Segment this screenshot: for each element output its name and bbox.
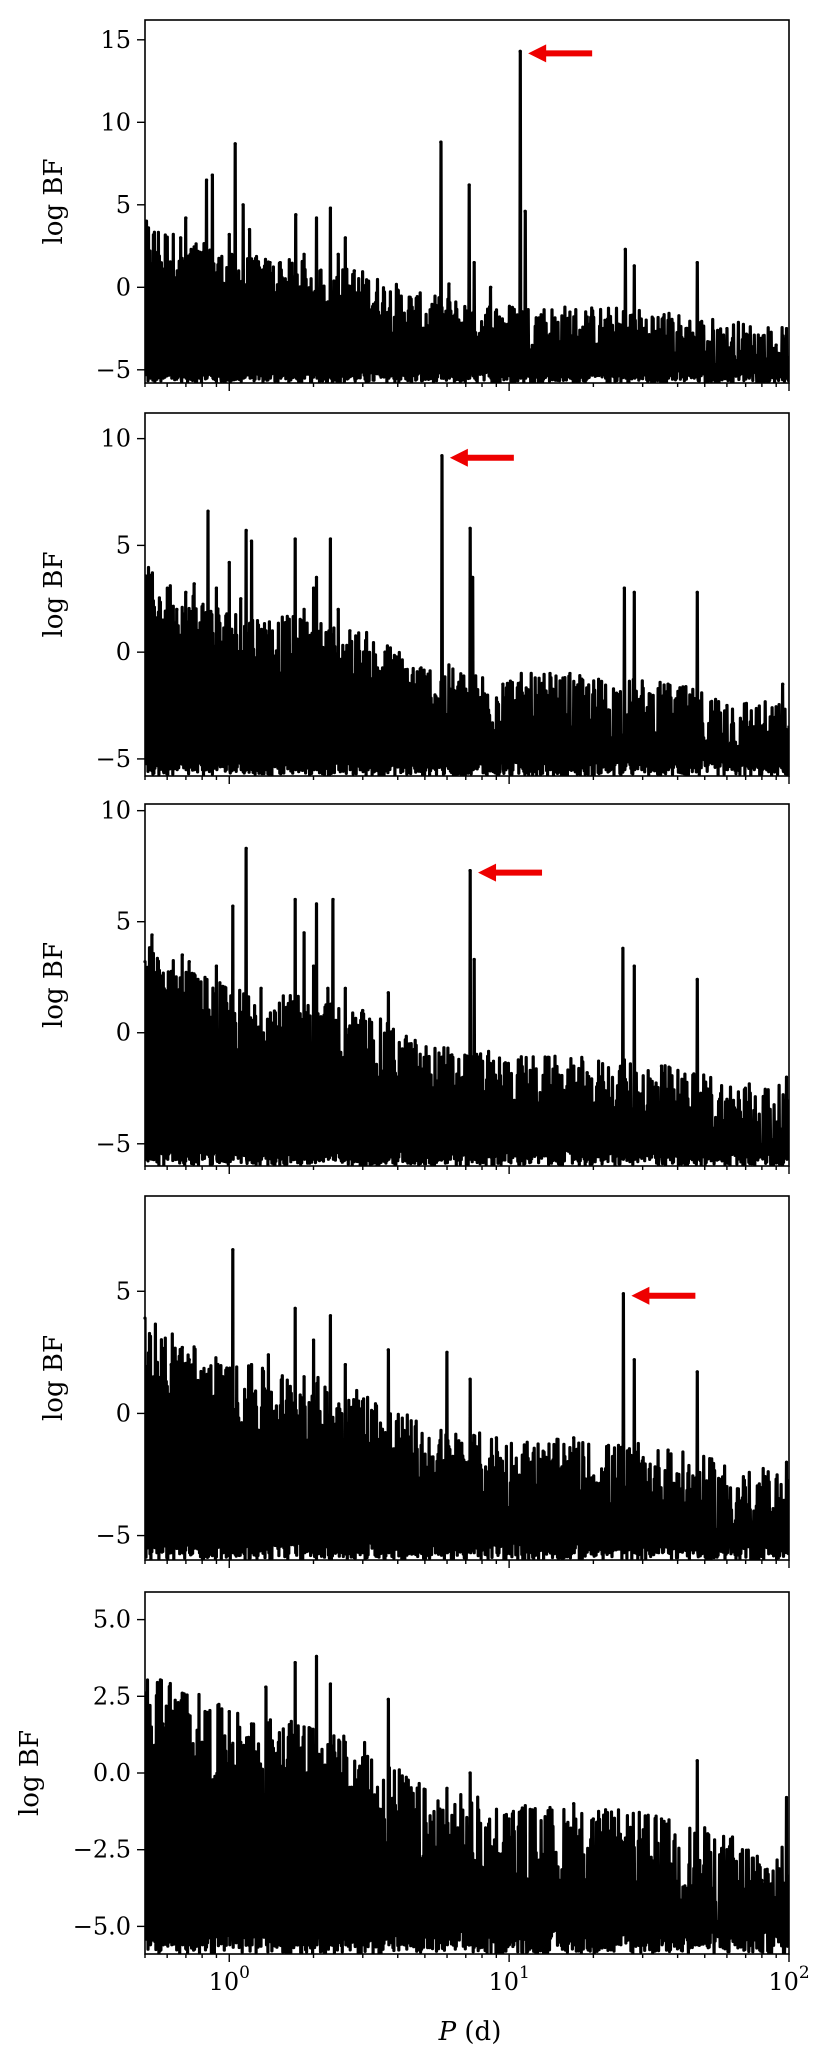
marker-arrow-head xyxy=(478,863,497,882)
y-tick-label: 2.5 xyxy=(93,1682,131,1710)
x-axis-label-symbol: P xyxy=(438,2017,457,2047)
marker-arrow-head xyxy=(528,44,547,63)
y-tick-label: 5 xyxy=(116,908,131,936)
y-tick-label: 15 xyxy=(100,26,131,54)
y-tick-label: 0 xyxy=(116,638,131,666)
series-line xyxy=(145,454,789,776)
panel-4: −5 0 5 log BF xyxy=(39,1195,790,1568)
marker-arrow-head xyxy=(449,448,468,467)
x-tick-label: 101 xyxy=(488,1963,529,1996)
x-tick-label: 100 xyxy=(209,1963,250,1996)
series-line xyxy=(145,1248,789,1560)
y-tick-label: −5 xyxy=(96,745,131,773)
y-tick-label: 0 xyxy=(116,1399,131,1427)
plot-frame xyxy=(144,412,790,777)
panel-3: −5 0 5 10 log BF xyxy=(39,797,790,1174)
x-axis-label-unit: (d) xyxy=(456,2017,501,2047)
y-tick-label: 5.0 xyxy=(93,1606,131,1634)
plot-frame xyxy=(144,1195,790,1561)
series-line xyxy=(145,49,789,383)
panel-1: −5 0 5 10 15 log BF xyxy=(39,19,790,391)
x-tick-base: 10 xyxy=(488,1968,519,1996)
y-tick-label: 0.0 xyxy=(93,1759,131,1787)
y-axis-label: log BF xyxy=(39,942,69,1028)
panel-2: −5 0 5 10 log BF xyxy=(39,412,790,784)
x-tick-base: 10 xyxy=(209,1968,240,1996)
y-tick-label: −5.0 xyxy=(73,1912,131,1940)
y-tick-label: 5 xyxy=(116,531,131,559)
x-tick-exponent: 2 xyxy=(799,1963,810,1983)
plot-frame xyxy=(144,803,790,1167)
y-tick-label: −5 xyxy=(96,1522,131,1550)
y-tick-label: 5 xyxy=(116,191,131,219)
y-tick-label: 0 xyxy=(116,1019,131,1047)
y-tick-label: −2.5 xyxy=(73,1836,131,1864)
y-axis-label: log BF xyxy=(39,158,69,244)
y-tick-label: 5 xyxy=(116,1277,131,1305)
y-tick-label: 10 xyxy=(100,108,131,136)
y-tick-label: 10 xyxy=(100,425,131,453)
x-tick-base: 10 xyxy=(768,1968,799,1996)
y-axis-label: log BF xyxy=(39,1335,69,1421)
y-tick-label: −5 xyxy=(96,1130,131,1158)
y-tick-label: 10 xyxy=(100,797,131,825)
y-tick-label: −5 xyxy=(96,356,131,384)
y-tick-label: 0 xyxy=(116,273,131,301)
y-axis-label: log BF xyxy=(15,1730,45,1816)
x-tick-label: 102 xyxy=(768,1963,809,1996)
x-tick-exponent: 1 xyxy=(519,1963,530,1983)
series-line xyxy=(145,846,789,1166)
x-axis-label: P (d) xyxy=(438,2017,502,2047)
y-axis-label: log BF xyxy=(39,551,69,637)
plot-frame xyxy=(144,19,790,384)
marker-arrow-head xyxy=(631,1286,650,1305)
series-line xyxy=(145,1654,789,1954)
x-tick-exponent: 0 xyxy=(239,1963,250,1983)
